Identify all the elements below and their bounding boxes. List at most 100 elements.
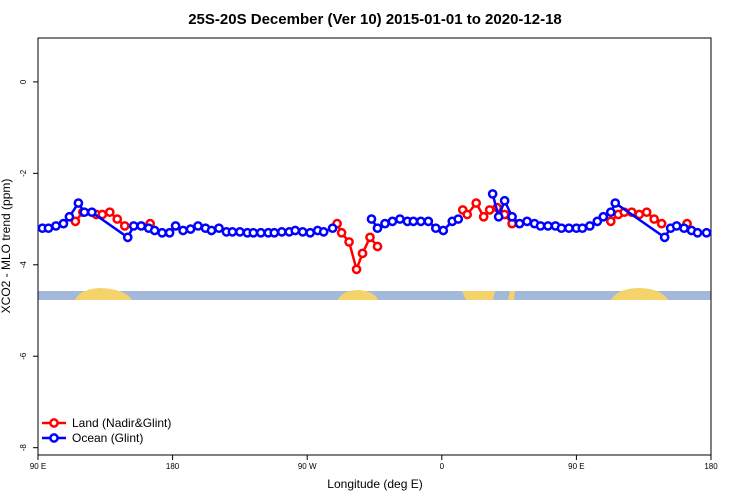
x-axis-label: Longitude (deg E) xyxy=(327,477,422,491)
data-point xyxy=(318,227,329,237)
data-point xyxy=(112,214,123,224)
data-point xyxy=(585,221,595,231)
data-point xyxy=(395,214,405,224)
data-point xyxy=(453,214,464,224)
data-point xyxy=(366,214,377,224)
data-point xyxy=(248,227,259,238)
data-point xyxy=(605,207,616,218)
data-point xyxy=(659,232,670,243)
data-point xyxy=(522,216,532,227)
data-point xyxy=(193,221,203,231)
data-point xyxy=(701,227,712,238)
data-point xyxy=(327,223,338,234)
data-point xyxy=(73,198,84,208)
data-point xyxy=(499,195,510,206)
data-point xyxy=(297,227,308,237)
data-point xyxy=(235,227,245,237)
y-tick-label: -4 xyxy=(19,261,28,269)
data-point xyxy=(214,223,224,234)
data-point xyxy=(577,223,588,234)
data-point xyxy=(564,223,574,234)
legend-label: Land (Nadir&Glint) xyxy=(72,416,171,430)
map-land-strip xyxy=(75,288,668,300)
data-point xyxy=(543,221,553,231)
data-point xyxy=(493,211,504,222)
data-point xyxy=(51,221,61,231)
data-point xyxy=(430,223,441,234)
data-point xyxy=(641,207,652,218)
data-point xyxy=(598,211,609,222)
data-point xyxy=(336,227,347,238)
data-point xyxy=(438,225,449,236)
data-point xyxy=(170,221,181,231)
data-point xyxy=(605,216,616,227)
data-point xyxy=(416,216,426,227)
data-point xyxy=(43,223,54,234)
data-point xyxy=(79,207,90,218)
y-tick-label: -6 xyxy=(19,352,28,360)
data-point xyxy=(136,221,147,231)
x-tick-label: 90 E xyxy=(568,462,584,471)
data-point xyxy=(64,211,75,222)
data-point xyxy=(484,205,495,215)
data-point xyxy=(372,241,383,252)
data-point xyxy=(692,227,703,238)
data-point xyxy=(462,209,473,220)
data-point xyxy=(610,198,621,208)
data-point xyxy=(365,232,375,243)
x-tick-label: 0 xyxy=(440,462,445,471)
x-tick-label: 90 W xyxy=(298,462,317,471)
data-point xyxy=(70,216,81,227)
data-point xyxy=(269,227,280,238)
x-tick-label: 180 xyxy=(704,462,718,471)
x-tick-label: 180 xyxy=(166,462,180,471)
data-point xyxy=(290,225,301,236)
chart-title: 25S-20S December (Ver 10) 2015-01-01 to … xyxy=(188,11,562,28)
data-point xyxy=(149,225,160,236)
data-point xyxy=(679,223,689,234)
data-point xyxy=(227,227,238,237)
data-point xyxy=(206,225,217,236)
data-point xyxy=(185,224,196,234)
data-point xyxy=(357,248,368,259)
data-point xyxy=(423,216,434,227)
data-point xyxy=(471,198,482,208)
data-point xyxy=(178,225,188,236)
legend-marker xyxy=(49,433,59,443)
data-point xyxy=(351,264,362,275)
data-point xyxy=(592,216,603,227)
y-tick-label: 0 xyxy=(19,79,28,84)
data-point xyxy=(535,221,546,231)
data-point xyxy=(86,207,97,218)
data-point xyxy=(119,221,130,231)
data-point xyxy=(380,218,390,229)
y-axis-label: XCO2 - MLO trend (ppm) xyxy=(0,179,13,314)
data-point xyxy=(255,227,266,238)
data-point xyxy=(104,207,115,218)
data-point xyxy=(58,218,69,229)
data-point xyxy=(157,227,167,238)
data-point xyxy=(276,227,287,237)
data-point xyxy=(408,216,419,227)
data-point xyxy=(507,211,517,222)
y-tick-label: -8 xyxy=(19,444,28,452)
data-point xyxy=(305,227,316,238)
y-tick-label: -2 xyxy=(19,169,28,177)
data-point xyxy=(478,211,489,222)
data-point xyxy=(128,221,139,231)
data-point xyxy=(372,223,383,234)
data-point xyxy=(656,218,667,229)
data-point xyxy=(514,218,525,229)
data-point xyxy=(649,214,660,224)
data-point xyxy=(671,221,682,231)
data-point xyxy=(556,223,567,234)
data-point xyxy=(387,216,398,227)
legend-marker xyxy=(49,418,59,428)
x-tick-label: 90 E xyxy=(30,462,46,471)
data-point xyxy=(122,232,133,243)
data-point xyxy=(487,189,498,199)
data-point xyxy=(344,237,354,247)
plot-frame xyxy=(37,37,712,456)
data-point xyxy=(164,227,175,238)
